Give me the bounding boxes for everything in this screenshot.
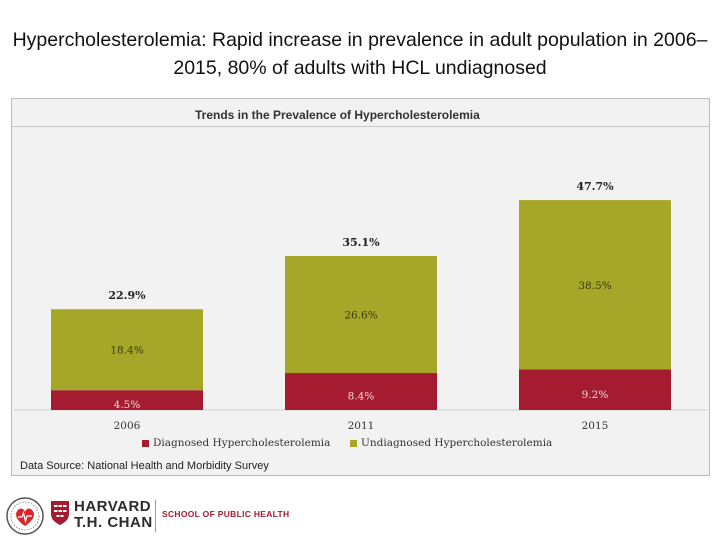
legend-item-diagnosed: Diagnosed Hypercholesterolemia [142,437,330,449]
total-label-2006: 22.9% [108,289,146,302]
data-source: Data Source: National Health and Morbidi… [20,460,269,472]
ministry-seal-logo [6,497,44,535]
data-label-undiagnosed-2006: 18.4% [110,345,143,357]
x-tick-label-2015: 2015 [582,420,609,432]
bar-undiagnosed-2015 [519,200,671,370]
legend-item-undiagnosed: Undiagnosed Hypercholesterolemia [350,437,552,449]
chart-title-divider [12,126,709,127]
slide-title: Hypercholesterolemia: Rapid increase in … [12,29,708,79]
data-label-diagnosed-2006: 4.5% [114,399,141,411]
total-label-2011: 35.1% [342,236,380,249]
data-label-undiagnosed-2015: 38.5% [578,280,611,292]
bar-diagnosed-2015 [519,369,671,410]
brand-school: SCHOOL OF PUBLIC HEALTH [162,509,290,519]
bar-undiagnosed-2006 [51,309,203,391]
harvard-shield-logo [51,501,69,525]
legend-label-diagnosed: Diagnosed Hypercholesterolemia [153,437,331,449]
x-tick-label-2006: 2006 [114,420,141,432]
bar-diagnosed-2011 [285,373,437,410]
legend-swatch-diagnosed [142,439,149,447]
bar-undiagnosed-2011 [285,256,437,374]
total-label-2015: 47.7% [576,180,614,193]
brand-divider [155,500,156,532]
legend-swatch-undiagnosed [350,439,357,447]
bar-diagnosed-2006 [51,390,203,410]
brand-th-chan: T.H. CHAN [74,514,153,531]
x-tick-label-2011: 2011 [348,420,375,432]
brand-harvard: HARVARD [74,498,152,515]
chart-title: Trends in the Prevalence of Hypercholest… [195,108,480,122]
data-label-undiagnosed-2011: 26.6% [344,310,377,322]
data-label-diagnosed-2015: 9.2% [582,389,609,401]
data-label-diagnosed-2011: 8.4% [348,391,375,403]
legend-label-undiagnosed: Undiagnosed Hypercholesterolemia [361,437,553,449]
